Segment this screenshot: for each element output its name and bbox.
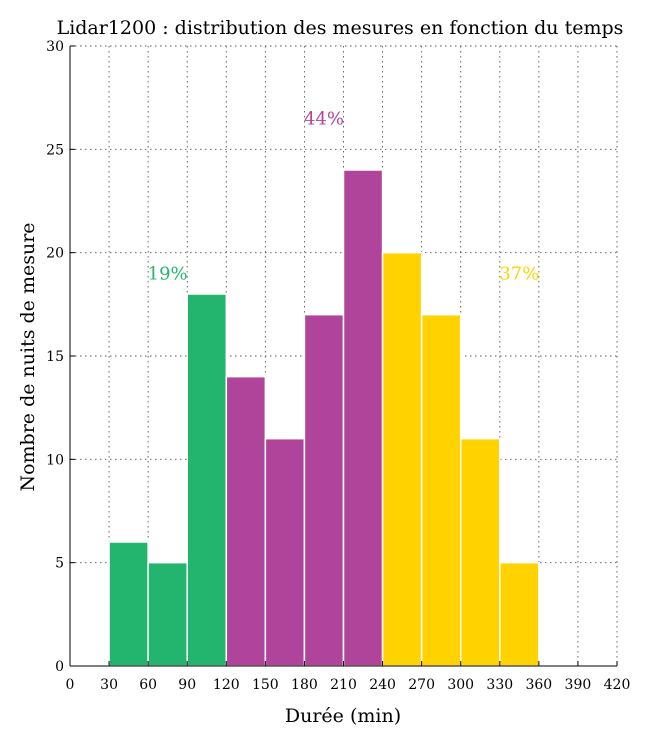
y-tick-label: 30: [46, 39, 64, 55]
x-tick-label: 90: [178, 677, 196, 693]
histogram-bar: [420, 313, 462, 667]
x-tick-label: 420: [604, 677, 631, 693]
histogram-bar: [264, 437, 306, 667]
group-percentage-label: 44%: [304, 108, 344, 129]
histogram-bar: [186, 293, 228, 667]
x-tick-label: 180: [291, 677, 318, 693]
y-tick-label: 0: [55, 659, 64, 675]
histogram-bar: [108, 541, 149, 667]
y-tick-label: 5: [55, 556, 64, 572]
x-tick-label: 330: [486, 677, 513, 693]
x-tick-label: 210: [330, 677, 357, 693]
y-tick-label: 10: [46, 452, 64, 468]
x-tick-label: 0: [66, 677, 75, 693]
histogram-bar: [459, 437, 501, 667]
histogram-bar: [381, 251, 423, 667]
histogram-bar: [342, 169, 384, 667]
x-tick-label: 150: [252, 677, 279, 693]
x-tick-label: 390: [565, 677, 592, 693]
axis-layer: 0 30 60 90 120 150 180 210 240 270 300 330 360 390 420…: [46, 39, 630, 693]
y-tick-label: 15: [46, 349, 64, 365]
chart-title: Lidar1200 : distribution des mesures en …: [57, 17, 624, 39]
x-tick-label: 360: [525, 677, 552, 693]
y-axis-title: Nombre de nuits de mesure: [17, 222, 39, 491]
x-tick-label: 300: [447, 677, 474, 693]
x-tick-label: 270: [408, 677, 435, 693]
group-percentage-label: 19%: [148, 263, 188, 284]
x-tick-label: 120: [213, 677, 240, 693]
x-tick-label: 30: [100, 677, 118, 693]
histogram-bar: [225, 375, 267, 667]
label-layer: 19% 44% 37%: [148, 108, 540, 284]
bars-layer: [108, 169, 540, 667]
y-tick-label: 25: [46, 142, 64, 158]
x-tick-label: 60: [139, 677, 157, 693]
x-tick-label: 240: [369, 677, 396, 693]
y-tick-label: 20: [46, 246, 64, 262]
histogram-bar: [499, 561, 540, 667]
histogram-bar: [147, 561, 188, 667]
x-axis-title: Durée (min): [285, 705, 401, 726]
group-percentage-label: 37%: [499, 263, 539, 284]
histogram-bar: [303, 313, 345, 667]
